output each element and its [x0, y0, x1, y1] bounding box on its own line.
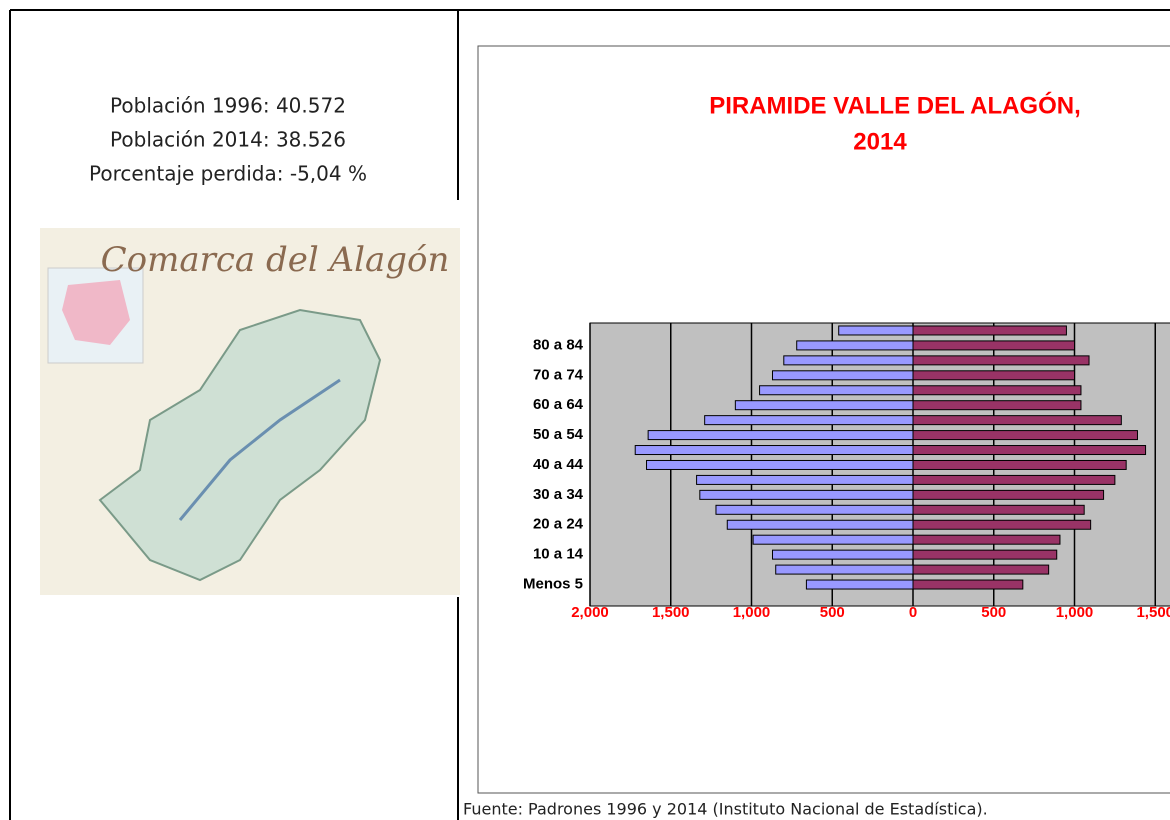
y-tick-label: 20 a 24 [533, 516, 584, 533]
region [98, 308, 382, 582]
bar [838, 325, 914, 336]
bar [647, 430, 914, 441]
bar [771, 370, 914, 381]
bar [912, 400, 1082, 411]
bar [912, 489, 1105, 500]
bar [805, 579, 914, 590]
bar [646, 459, 914, 470]
bar [912, 430, 1138, 441]
bar [912, 445, 1147, 456]
bar [912, 415, 1122, 426]
bar [912, 579, 1024, 590]
chart-title: PIRAMIDE VALLE DEL ALAGÓN, [709, 91, 1081, 119]
bar [771, 549, 914, 560]
bar [912, 385, 1082, 396]
bar [752, 534, 914, 545]
x-tick-label: 500 [820, 604, 845, 621]
bar [912, 325, 1067, 336]
bar [912, 504, 1085, 515]
y-tick-label: 70 a 74 [533, 366, 584, 383]
text-line: Población 1996: 40.572 [110, 94, 346, 118]
bar [699, 489, 914, 500]
x-tick-label: 1,500 [652, 604, 690, 621]
bar [912, 474, 1116, 485]
bar [912, 519, 1092, 530]
bar [704, 415, 914, 426]
bar [783, 355, 914, 366]
chart-frame [477, 45, 1170, 794]
map-title: Comarca del Alagón [101, 240, 450, 280]
bar [634, 445, 914, 456]
plot: 2,000 1,500 1,000 500 0 500 1,000 1,500 Menos 5 1… [523, 322, 1170, 621]
x-tick-label: 1,500 [1136, 604, 1170, 621]
bar [912, 459, 1127, 470]
spain [62, 280, 130, 345]
chart-title: 2014 [853, 128, 907, 155]
x-tick-label: 2,000 [571, 604, 609, 621]
bar [912, 355, 1090, 366]
x-tick-label: 1,000 [733, 604, 771, 621]
y-tick-label: Menos 5 [523, 575, 583, 592]
map: Comarca del Alagón [40, 228, 460, 595]
y-tick-label: 30 a 34 [533, 486, 584, 503]
x-tick-label: 500 [981, 604, 1006, 621]
bar [715, 504, 914, 515]
bar [912, 340, 1075, 351]
y-tick-label: 40 a 44 [533, 456, 584, 473]
bar [796, 340, 914, 351]
y-tick-label: 10 a 14 [533, 546, 584, 563]
bar [726, 519, 914, 530]
y-tick-label: 80 a 84 [533, 336, 584, 353]
text-line: Porcentaje perdida: -5,04 % [89, 162, 367, 186]
y-tick-label: 50 a 54 [533, 426, 584, 443]
bar [759, 385, 914, 396]
bar [912, 534, 1061, 545]
x-tick-label: 0 [909, 604, 917, 621]
text-line: Población 2014: 38.526 [110, 128, 346, 152]
bar [734, 400, 914, 411]
bar [912, 549, 1058, 560]
bar [912, 370, 1075, 381]
footnote: Fuente: Padrones 1996 y 2014 (Instituto … [463, 800, 988, 819]
bar [775, 564, 914, 575]
river [178, 378, 341, 521]
bar [912, 564, 1050, 575]
y-tick-label: 60 a 64 [533, 396, 584, 413]
x-tick-label: 1,000 [1056, 604, 1094, 621]
bar [696, 474, 914, 485]
